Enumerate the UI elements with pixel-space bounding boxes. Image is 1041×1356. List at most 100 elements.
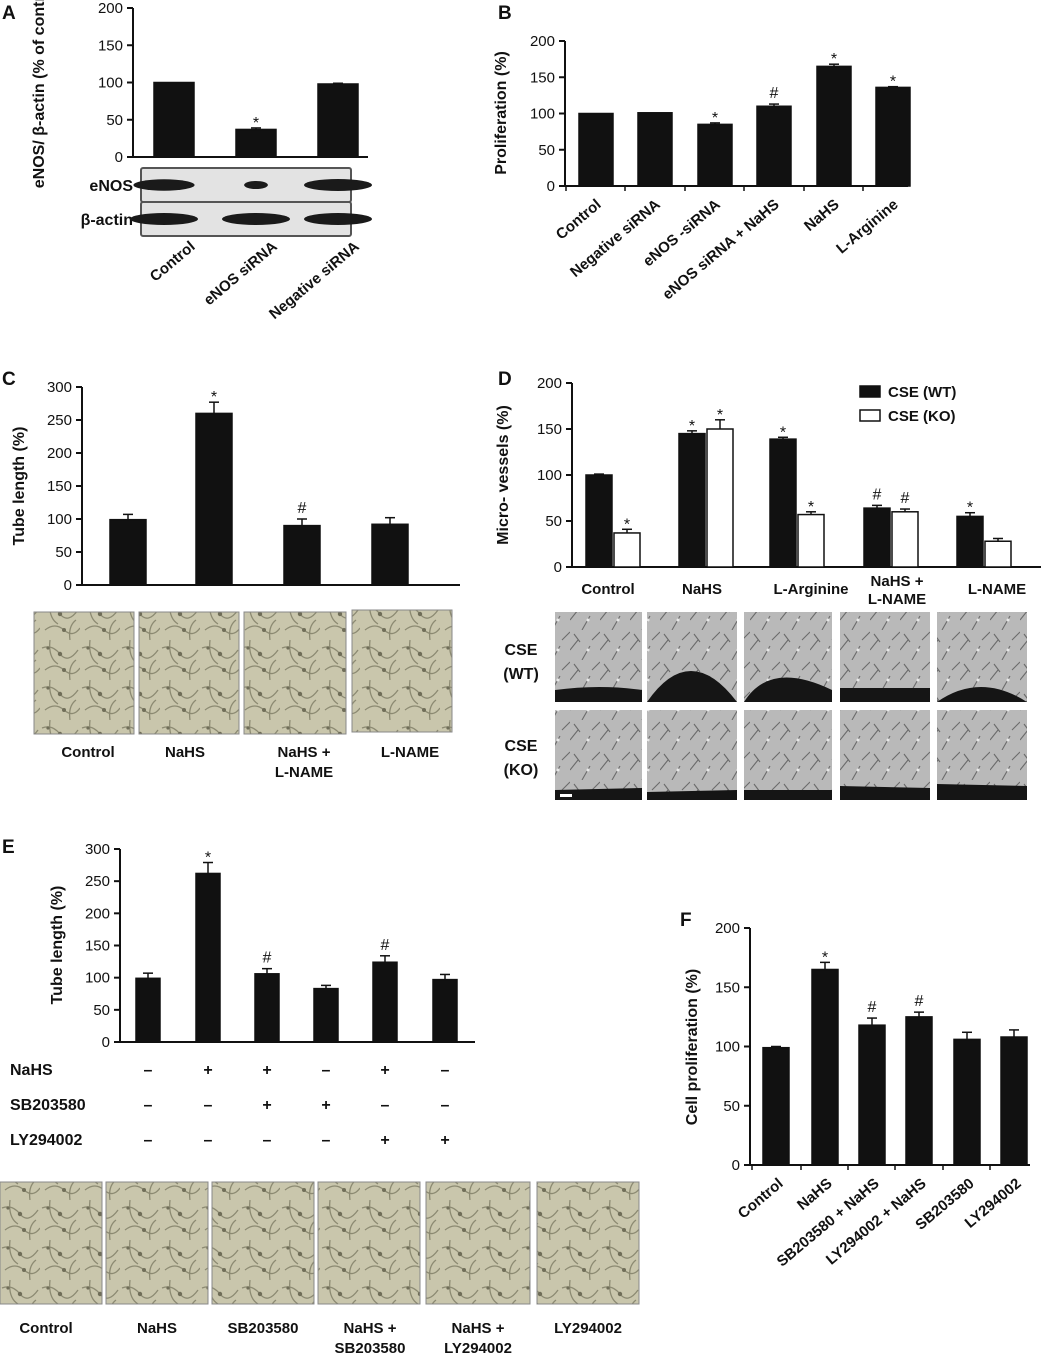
bar [613, 532, 641, 568]
x-category-label: Control [553, 196, 605, 243]
bar [283, 524, 321, 586]
bar [956, 515, 984, 568]
treatment-row-label: NaHS [10, 1062, 53, 1079]
bar [195, 872, 221, 1043]
significance-marker: * [967, 500, 973, 517]
bar [762, 1046, 790, 1166]
micrograph-image [425, 1181, 531, 1305]
image-caption: NaHS + [452, 1320, 505, 1337]
blot-band [222, 213, 290, 225]
y-tick-label: 0 [547, 178, 555, 195]
treatment-mark: + [440, 1132, 449, 1149]
significance-marker: * [808, 499, 814, 516]
panel-label-c: C [2, 369, 16, 390]
image-row-label: (KO) [504, 762, 539, 779]
y-tick-label: 0 [102, 1034, 110, 1051]
x-category-label: NaHS [682, 581, 722, 598]
significance-marker: * [780, 424, 786, 441]
legend-label: CSE (WT) [888, 384, 956, 401]
treatment-mark: – [322, 1132, 331, 1149]
micrograph-image [211, 1181, 315, 1305]
bar [816, 65, 852, 187]
panel-e-chart: 0 50 100 150 200 250 300 Tube length (%) * # # NaHS… [10, 841, 622, 1356]
y-tick-label: 250 [47, 412, 72, 429]
y-tick-label: 50 [106, 112, 123, 129]
micrograph-image [647, 710, 737, 800]
image-caption: LY294002 [554, 1320, 622, 1337]
x-category-label: Control [61, 744, 114, 761]
x-category-label: NaHS + [278, 744, 331, 761]
x-category-label: Control [581, 581, 634, 598]
y-tick-label: 150 [715, 979, 740, 996]
image-caption: LY294002 [444, 1340, 512, 1356]
micrograph-image [138, 611, 240, 735]
significance-marker: * [712, 110, 718, 127]
significance-marker: # [901, 490, 910, 507]
significance-marker: * [253, 115, 259, 132]
treatment-mark: – [144, 1132, 153, 1149]
bar [135, 977, 161, 1043]
y-tick-label: 0 [115, 149, 123, 166]
y-tick-label: 150 [537, 421, 562, 438]
legend-swatch [859, 385, 881, 398]
micrograph-image [0, 1181, 103, 1305]
treatment-mark: – [204, 1097, 213, 1114]
x-category-label: L-Arginine [833, 196, 901, 257]
treatment-mark: – [441, 1062, 450, 1079]
y-tick-label: 100 [47, 511, 72, 528]
legend-swatch [859, 409, 881, 422]
significance-marker: * [890, 74, 896, 91]
x-category-label: Control [147, 238, 199, 285]
y-tick-label: 200 [85, 905, 110, 922]
bar [797, 513, 825, 568]
bar [372, 961, 398, 1043]
bar [578, 112, 614, 187]
blot-band [304, 213, 372, 225]
x-category-label: L-NAME [381, 744, 439, 761]
y-tick-label: 250 [85, 873, 110, 890]
blot-row-label: β-actin [81, 212, 133, 229]
y-axis-label: Cell proliferation (%) [684, 969, 701, 1125]
treatment-mark: + [380, 1132, 389, 1149]
y-tick-label: 50 [55, 544, 72, 561]
significance-marker: * [205, 850, 211, 867]
y-axis-label: Proliferation (%) [493, 51, 510, 175]
y-tick-label: 150 [85, 938, 110, 955]
y-tick-label: 0 [554, 559, 562, 576]
y-tick-label: 300 [47, 379, 72, 396]
y-tick-label: 100 [537, 467, 562, 484]
bar [905, 1016, 933, 1166]
bar [153, 81, 195, 158]
panel-d-micrographs [555, 612, 1027, 800]
y-tick-label: 0 [732, 1157, 740, 1174]
y-axis-label: Tube length (%) [11, 427, 28, 546]
image-caption: Control [19, 1320, 72, 1337]
y-tick-label: 50 [538, 142, 555, 159]
y-tick-label: 50 [93, 1002, 110, 1019]
bar [432, 978, 458, 1043]
bar [953, 1038, 981, 1166]
image-caption: NaHS [137, 1320, 177, 1337]
bar [195, 412, 233, 586]
y-tick-label: 300 [85, 841, 110, 858]
blot-row-label: eNOS [89, 178, 133, 195]
significance-marker: # [263, 950, 272, 967]
treatment-mark: + [262, 1062, 271, 1079]
panel-e-micrographs [0, 1181, 640, 1305]
y-axis-label: Micro- vessels (%) [495, 405, 512, 545]
micrograph-image [105, 1181, 209, 1305]
y-tick-label: 50 [545, 513, 562, 530]
bar [769, 438, 797, 568]
x-category-label: eNOS siRNA + NaHS [659, 196, 782, 303]
y-tick-label: 200 [98, 0, 123, 17]
blot-band [130, 213, 198, 225]
blot-band [244, 180, 268, 190]
bar [585, 474, 613, 568]
treatment-mark: – [144, 1062, 153, 1079]
bar [756, 105, 792, 187]
blot-band [133, 179, 195, 191]
x-category-label: Negative siRNA [266, 238, 363, 323]
bar [254, 973, 280, 1043]
image-caption: SB203580 [335, 1340, 406, 1356]
treatment-row-label: SB203580 [10, 1097, 86, 1114]
